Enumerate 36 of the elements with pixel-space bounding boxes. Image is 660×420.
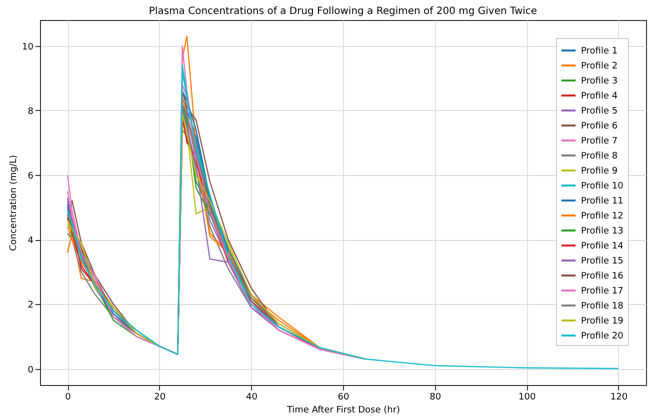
x-tick-label: 120 xyxy=(610,392,628,402)
legend-label: Profile 19 xyxy=(581,316,624,326)
legend-label: Profile 6 xyxy=(581,122,618,132)
legend-label: Profile 13 xyxy=(581,226,624,236)
legend-label: Profile 2 xyxy=(581,62,618,72)
legend-label: Profile 11 xyxy=(581,196,624,206)
y-axis-title: Concentration (mg/L) xyxy=(9,154,20,252)
y-tick-label: 10 xyxy=(22,42,34,52)
legend-label: Profile 7 xyxy=(581,136,618,146)
legend-label: Profile 20 xyxy=(581,332,624,342)
legend-label: Profile 17 xyxy=(581,286,624,296)
x-tick-label: 100 xyxy=(518,392,536,402)
legend-label: Profile 14 xyxy=(581,242,624,252)
legend-label: Profile 4 xyxy=(581,92,618,102)
y-tick-label: 0 xyxy=(28,365,34,376)
x-tick-label: 20 xyxy=(154,392,166,402)
legend-label: Profile 10 xyxy=(581,182,624,192)
legend-label: Profile 5 xyxy=(581,106,618,116)
x-tick-label: 0 xyxy=(65,392,72,402)
legend-label: Profile 12 xyxy=(581,212,624,222)
x-axis-title: Time After First Dose (hr) xyxy=(286,406,400,416)
legend-label: Profile 8 xyxy=(581,152,618,162)
y-tick-label: 8 xyxy=(28,106,34,117)
legend-label: Profile 15 xyxy=(581,256,624,266)
x-tick-label: 80 xyxy=(430,392,442,402)
x-tick-label: 40 xyxy=(246,392,258,402)
y-tick-label: 2 xyxy=(28,300,34,311)
legend-label: Profile 1 xyxy=(581,46,618,56)
legend-label: Profile 3 xyxy=(581,76,618,86)
x-tick-label: 60 xyxy=(338,392,350,402)
legend-label: Profile 18 xyxy=(581,302,624,312)
chart-title: Plasma Concentrations of a Drug Following a Regimen of 200 mg Given Twice xyxy=(148,6,538,17)
legend-label: Profile 16 xyxy=(581,272,624,282)
y-tick-label: 6 xyxy=(28,172,34,182)
legend-label: Profile 9 xyxy=(581,166,618,176)
y-tick-label: 4 xyxy=(28,236,34,246)
